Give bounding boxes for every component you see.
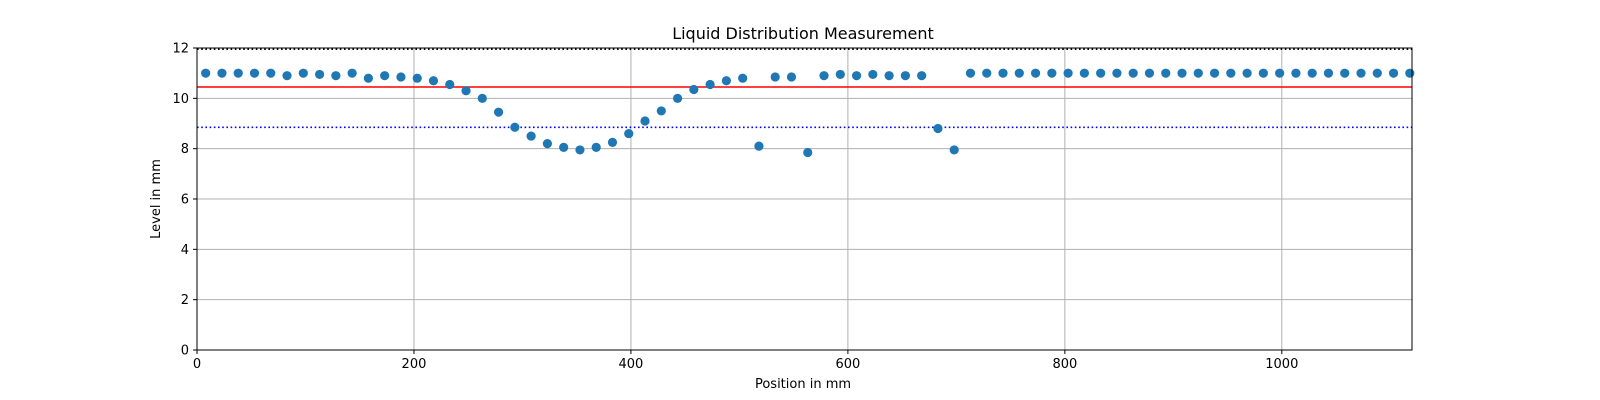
data-point <box>233 68 243 78</box>
data-point <box>656 106 666 116</box>
data-point <box>575 145 585 155</box>
data-point <box>559 142 569 153</box>
data-point <box>1209 68 1220 78</box>
data-point <box>477 93 487 103</box>
data-point <box>1047 68 1057 78</box>
data-point <box>1063 68 1073 78</box>
data-point <box>1177 68 1187 78</box>
data-point <box>461 86 471 96</box>
data-point <box>1356 68 1366 78</box>
data-point <box>493 107 504 117</box>
data-point <box>396 72 406 82</box>
data-point <box>1014 68 1024 78</box>
data-point <box>1112 68 1122 78</box>
x-tick-label: 1000 <box>1265 357 1298 372</box>
data-point <box>868 69 878 80</box>
data-point <box>1096 68 1106 78</box>
data-point <box>347 68 357 78</box>
data-point <box>689 84 699 95</box>
data-point <box>445 79 455 90</box>
data-point <box>949 145 959 155</box>
x-tick-label: 600 <box>835 357 860 372</box>
data-point <box>982 68 992 78</box>
data-point <box>363 73 374 83</box>
y-axis-label: Level in mm <box>149 159 164 239</box>
data-point <box>282 71 292 81</box>
data-point <box>1307 68 1317 78</box>
data-point <box>884 71 894 81</box>
data-point <box>331 71 341 81</box>
data-point <box>851 71 862 81</box>
data-point <box>998 68 1008 78</box>
data-point <box>380 71 390 81</box>
data-point <box>1323 68 1334 78</box>
data-point <box>201 68 211 78</box>
x-tick-label: 0 <box>193 357 201 372</box>
data-point <box>510 122 520 132</box>
data-point <box>1144 68 1155 78</box>
data-point <box>1079 68 1089 78</box>
data-point <box>607 137 618 147</box>
data-point <box>1193 68 1203 78</box>
y-tick-label: 4 <box>181 243 189 258</box>
data-point <box>1030 68 1041 78</box>
axis-ticks: 0 200 400 600 800 1000 0 2 4 6 8 10 12 <box>172 42 1298 373</box>
data-point <box>217 68 227 78</box>
data-point <box>1226 68 1236 78</box>
data-point <box>314 69 325 80</box>
data-point <box>803 147 813 158</box>
x-tick-label: 400 <box>619 357 644 372</box>
x-tick-label: 800 <box>1052 357 1077 372</box>
data-point <box>1128 68 1138 78</box>
y-tick-label: 10 <box>172 92 189 107</box>
data-point <box>1372 68 1382 78</box>
data-point <box>754 141 764 151</box>
data-point <box>721 76 731 86</box>
data-point <box>1291 68 1301 78</box>
y-tick-label: 12 <box>172 42 189 57</box>
data-point <box>542 139 552 149</box>
data-point <box>1340 68 1350 78</box>
data-point <box>738 73 748 83</box>
data-point <box>1258 68 1268 78</box>
data-point <box>640 116 650 126</box>
y-tick-label: 0 <box>181 344 189 359</box>
chart-title: Liquid Distribution Measurement <box>672 24 934 43</box>
y-tick-label: 8 <box>181 142 189 157</box>
data-point <box>933 123 943 134</box>
data-point <box>1242 68 1252 78</box>
data-point <box>266 68 276 78</box>
data-point <box>1405 68 1415 78</box>
x-tick-label: 200 <box>402 357 427 372</box>
reference-lines <box>197 48 1412 129</box>
data-point <box>428 76 439 86</box>
data-point <box>965 68 976 78</box>
data-point <box>705 79 715 90</box>
data-point <box>1388 68 1399 78</box>
y-tick-label: 6 <box>181 193 189 208</box>
data-point <box>249 68 260 78</box>
data-point <box>770 72 780 82</box>
data-point <box>786 72 797 82</box>
data-point <box>835 69 845 80</box>
data-points <box>201 68 1415 158</box>
data-point <box>412 73 422 83</box>
data-point <box>1275 68 1285 78</box>
data-point <box>672 93 683 103</box>
data-point <box>819 71 829 81</box>
grid <box>196 47 1412 351</box>
data-point <box>900 71 910 81</box>
data-point <box>917 71 927 81</box>
x-axis-label: Position in mm <box>755 377 851 392</box>
data-point <box>591 142 601 153</box>
data-point <box>526 131 536 141</box>
y-tick-label: 2 <box>181 293 189 308</box>
data-point <box>298 68 308 78</box>
data-point <box>624 128 634 139</box>
data-point <box>1161 68 1171 78</box>
